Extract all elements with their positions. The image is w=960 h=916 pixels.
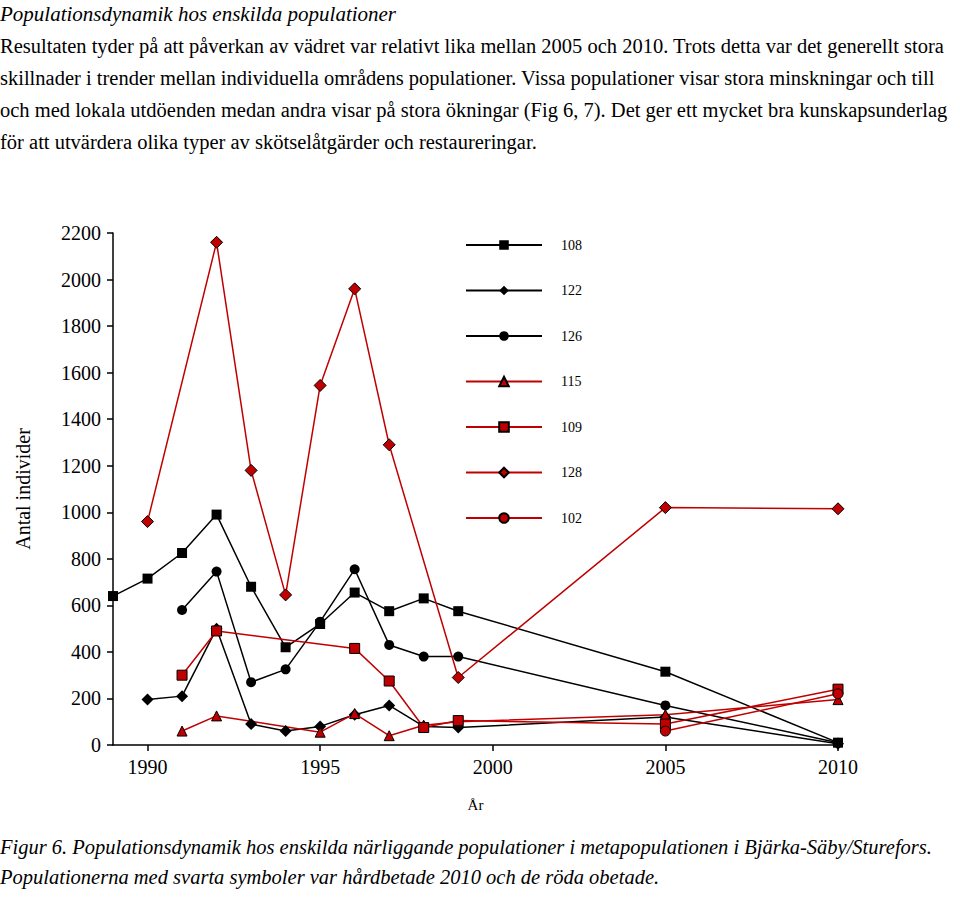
svg-text:400: 400 <box>71 641 101 663</box>
html-text:Resultaten tyder på att påverk: Resultaten tyder på att påverkan av vädr… <box>0 35 948 153</box>
svg-text:2200: 2200 <box>61 222 101 244</box>
svg-text:2000: 2000 <box>61 269 101 291</box>
svg-text:126: 126 <box>561 329 582 344</box>
svg-text:1400: 1400 <box>61 408 101 430</box>
svg-text:Antal individer: Antal individer <box>12 428 34 550</box>
html-text:Populationsdynamik hos enskild: Populationsdynamik hos enskilda populati… <box>0 2 396 26</box>
svg-text:År: År <box>468 797 484 813</box>
svg-text:122: 122 <box>561 283 582 298</box>
svg-text:1600: 1600 <box>61 362 101 384</box>
svg-text:200: 200 <box>71 687 101 709</box>
svg-text:1200: 1200 <box>61 455 101 477</box>
svg-text:600: 600 <box>71 594 101 616</box>
svg-text:2010: 2010 <box>818 756 858 778</box>
html-text:Figur 6. Populationsdynamik ho: Figur 6. Populationsdynamik hos enskilda… <box>0 836 932 888</box>
svg-text:1800: 1800 <box>61 315 101 337</box>
svg-text:0: 0 <box>91 734 101 756</box>
svg-text:102: 102 <box>561 511 582 526</box>
svg-text:1995: 1995 <box>300 756 340 778</box>
svg-text:2005: 2005 <box>645 756 685 778</box>
svg-text:1000: 1000 <box>61 501 101 523</box>
svg-text:128: 128 <box>561 465 582 480</box>
svg-text:108: 108 <box>561 238 582 253</box>
svg-text:109: 109 <box>561 420 582 435</box>
svg-text:1990: 1990 <box>128 756 168 778</box>
svg-text:800: 800 <box>71 548 101 570</box>
svg-text:2000: 2000 <box>473 756 513 778</box>
svg-text:115: 115 <box>561 374 581 389</box>
